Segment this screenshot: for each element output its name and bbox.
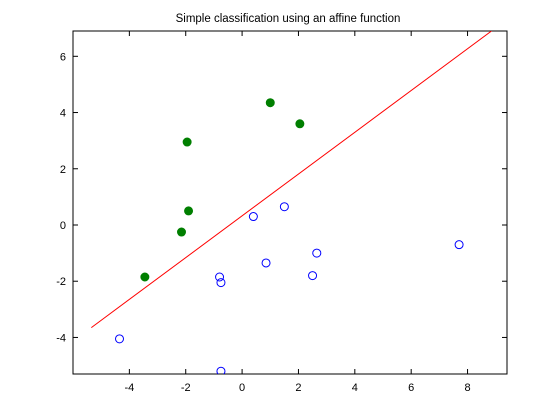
decision-boundary xyxy=(91,31,492,329)
axes-box xyxy=(72,30,508,375)
x-tick-label: 0 xyxy=(239,382,245,394)
x-tick-label: -4 xyxy=(124,382,134,394)
y-tick-label: 2 xyxy=(60,164,66,176)
y-tick-label: 6 xyxy=(60,51,66,63)
x-axis: -4 -2 0 2 4 6 8 xyxy=(124,31,471,394)
y-axis: -4 -2 0 2 4 6 xyxy=(56,51,507,344)
class-b-point xyxy=(312,248,322,258)
class-a-point xyxy=(184,206,194,216)
y-tick-label: 4 xyxy=(60,108,66,120)
class-b-point xyxy=(454,240,464,250)
class-a-point xyxy=(140,272,150,282)
y-tick-label: -4 xyxy=(56,332,66,344)
class-b-point xyxy=(115,334,124,344)
class-a-point xyxy=(265,98,275,108)
y-tick-label: 0 xyxy=(60,220,66,232)
x-tick-label: 8 xyxy=(464,382,470,394)
class-a-point xyxy=(295,119,305,129)
class-b-point xyxy=(216,278,226,288)
class-b-point xyxy=(279,202,289,212)
class-b-point xyxy=(261,258,271,268)
x-tick-label: 6 xyxy=(408,382,414,394)
x-tick-label: 4 xyxy=(352,382,358,394)
class-b-point xyxy=(248,212,258,222)
y-tick-label: -2 xyxy=(56,276,66,288)
chart-title: Simple classification using an affine fu… xyxy=(176,13,401,25)
class-a-point xyxy=(182,137,192,147)
class-b-point xyxy=(216,366,226,374)
data-points xyxy=(115,98,464,374)
class-b-point xyxy=(308,271,318,281)
plot-area xyxy=(72,30,508,375)
x-tick-label: 2 xyxy=(295,382,301,394)
decision-line xyxy=(91,31,492,329)
class-b-point xyxy=(215,272,225,282)
x-tick-label: -2 xyxy=(181,382,191,394)
class-a-point xyxy=(177,227,186,237)
